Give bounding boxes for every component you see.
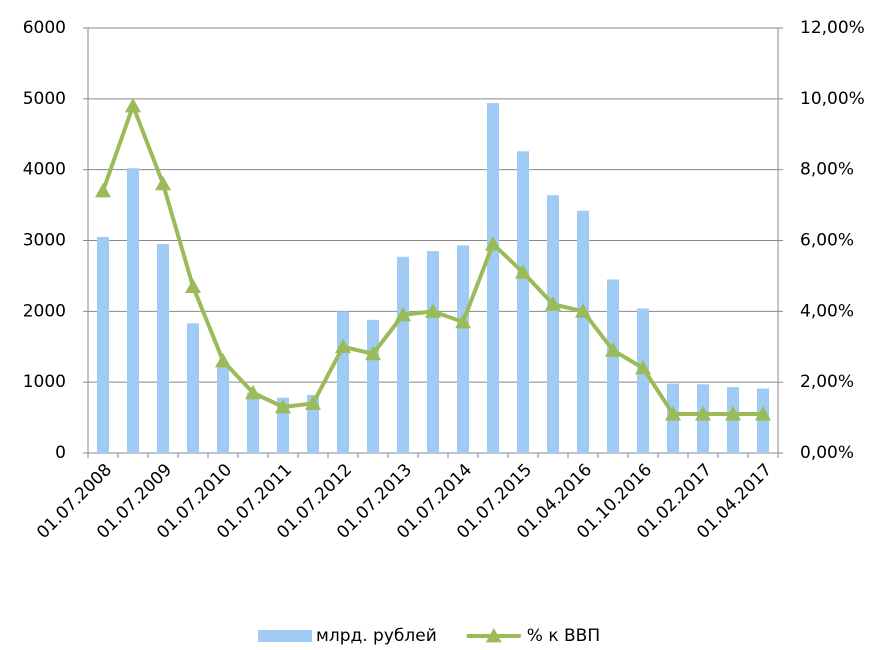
legend-label: % к ВВП <box>527 626 600 646</box>
bar <box>367 319 379 453</box>
bar <box>757 388 769 453</box>
marker <box>185 278 201 293</box>
bar <box>127 168 139 453</box>
bar <box>517 151 529 453</box>
y-tick-label: 4000 <box>23 160 66 180</box>
marker <box>575 303 591 318</box>
legend-swatch <box>258 630 312 642</box>
bar <box>637 308 649 453</box>
bar <box>487 103 499 453</box>
marker <box>455 313 471 329</box>
marker <box>365 345 381 361</box>
marker <box>515 264 531 279</box>
marker <box>755 406 771 421</box>
marker <box>545 296 561 311</box>
marker <box>665 406 681 421</box>
y2-tick-label: 4,00% <box>800 301 854 321</box>
bar <box>97 236 109 453</box>
y-tick-label: 0 <box>55 443 66 463</box>
bar <box>187 323 199 453</box>
bar <box>247 392 259 453</box>
y-tick-label: 2000 <box>23 301 66 321</box>
marker <box>425 303 441 318</box>
marker <box>695 406 711 421</box>
marker <box>155 175 171 191</box>
y2-tick-label: 12,00% <box>800 18 865 38</box>
marker <box>275 398 291 414</box>
y-tick-label: 6000 <box>23 18 66 38</box>
marker <box>215 352 231 368</box>
bar <box>397 256 409 453</box>
y2-tick-label: 8,00% <box>800 160 854 180</box>
y2-tick-label: 2,00% <box>800 372 854 392</box>
marker <box>245 384 261 400</box>
bar <box>337 311 349 453</box>
marker <box>335 338 351 354</box>
y2-tick-label: 0,00% <box>800 443 854 463</box>
bar <box>157 244 169 453</box>
y-tick-label: 5000 <box>23 89 66 109</box>
marker <box>125 97 141 113</box>
y2-tick-label: 6,00% <box>800 231 854 251</box>
y-tick-label: 3000 <box>23 231 66 251</box>
marker <box>95 182 111 198</box>
bar <box>217 364 229 453</box>
marker <box>485 236 501 251</box>
y-tick-label: 1000 <box>23 372 66 392</box>
y2-tick-label: 10,00% <box>800 89 865 109</box>
bar <box>427 251 439 453</box>
bar <box>457 245 469 453</box>
legend-swatch <box>485 628 502 643</box>
marker <box>635 360 651 375</box>
marker <box>605 342 621 357</box>
legend-label: млрд. рублей <box>316 626 437 646</box>
marker <box>725 406 741 421</box>
bar <box>547 195 559 453</box>
bar <box>577 210 589 453</box>
marker <box>395 306 411 322</box>
bar <box>607 279 619 453</box>
marker <box>305 395 321 410</box>
